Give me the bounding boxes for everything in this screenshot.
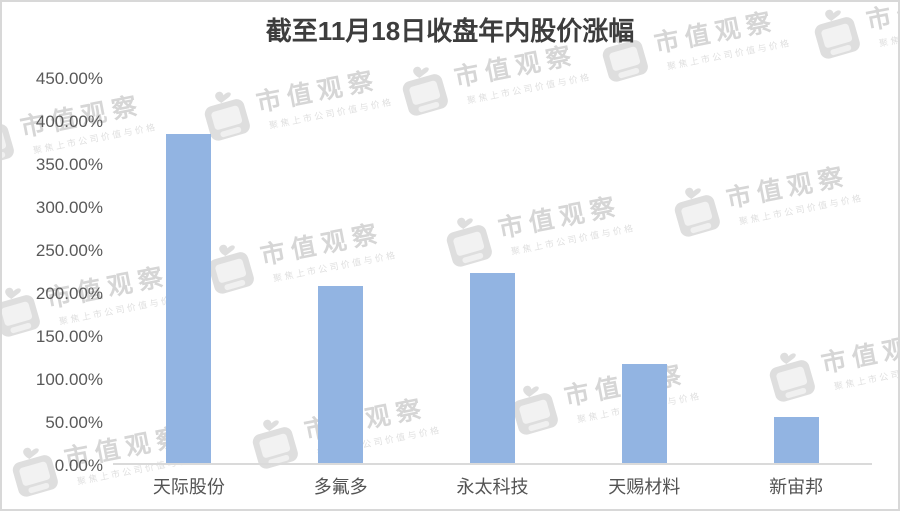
bar — [773, 417, 819, 464]
bar — [470, 273, 515, 464]
y-axis: 450.00% 400.00% 350.00% 300.00% 250.00% 200.0… — [2, 2, 103, 509]
chart-title: 截至11月18日收盘年内股价涨幅 — [265, 16, 635, 46]
y-tick-label: 0.00% — [54, 455, 103, 475]
y-tick-label: 150.00% — [35, 326, 103, 346]
x-axis: 天际股份 多氟多 永太科技 天赐材料 新宙邦 — [113, 473, 872, 499]
plot-area — [113, 78, 872, 464]
x-category-label: 天际股份 — [152, 477, 225, 497]
y-tick-label: 350.00% — [35, 154, 103, 174]
bar — [621, 364, 667, 464]
x-category-label: 新宙邦 — [769, 477, 824, 497]
x-category-label: 永太科技 — [456, 477, 529, 497]
y-tick-label: 200.00% — [35, 283, 103, 303]
x-category-label: 多氟多 — [313, 477, 368, 497]
bar — [318, 286, 364, 464]
bar — [166, 134, 212, 464]
y-tick-label: 450.00% — [35, 68, 103, 88]
y-tick-label: 50.00% — [45, 412, 103, 432]
x-axis-line — [113, 463, 872, 465]
y-tick-label: 400.00% — [35, 111, 103, 131]
x-category-label: 天赐材料 — [608, 477, 681, 497]
y-tick-label: 250.00% — [35, 240, 103, 260]
y-tick-label: 300.00% — [35, 197, 103, 217]
y-tick-label: 100.00% — [35, 369, 103, 389]
